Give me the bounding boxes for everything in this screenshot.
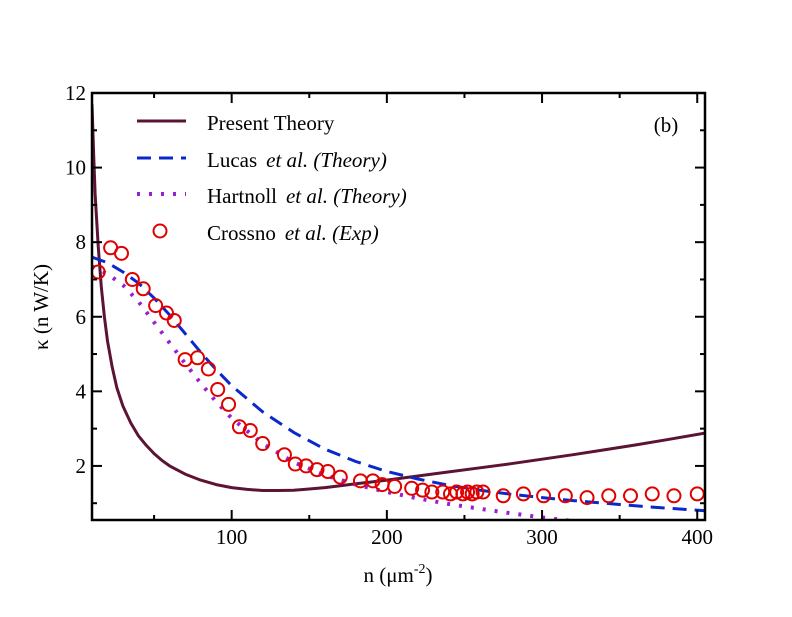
series-layer xyxy=(92,104,705,520)
data-point-crossno-et-al-exp xyxy=(148,298,164,314)
data-point-crossno-et-al-exp xyxy=(475,484,491,500)
data-point-crossno-et-al-exp xyxy=(332,469,348,485)
ticks-layer: 100 200 300 400 2 4 6 8 10 12 xyxy=(65,81,713,549)
data-point-crossno-et-al-exp xyxy=(579,490,595,506)
data-point-crossno-et-al-exp xyxy=(352,473,368,489)
data-point-crossno-et-al-exp xyxy=(623,488,639,504)
y-tick-label: 12 xyxy=(65,81,86,105)
data-point-crossno-et-al-exp xyxy=(287,456,303,472)
legend-label-italic: et al. (Theory) xyxy=(266,148,387,172)
data-point-crossno-et-al-exp xyxy=(365,473,381,489)
legend-label-main: Hartnoll xyxy=(207,184,277,208)
x-tick-label: 300 xyxy=(526,525,558,549)
series-line-lucas-et-al-theory xyxy=(92,255,705,513)
x-tick-label: 200 xyxy=(371,525,403,549)
data-point-crossno-et-al-exp xyxy=(242,422,258,438)
x-tick-label: 400 xyxy=(681,525,713,549)
data-point-crossno-et-al-exp xyxy=(557,488,573,504)
data-point-crossno-et-al-exp xyxy=(255,436,271,452)
legend-label-italic: et al. (Exp) xyxy=(285,221,379,245)
y-axis-title-rest: (n W/K) xyxy=(29,264,53,339)
data-point-crossno-et-al-exp xyxy=(221,396,237,412)
data-point-crossno-et-al-exp xyxy=(190,350,206,366)
data-point-crossno-et-al-exp xyxy=(601,488,617,504)
y-tick-label: 4 xyxy=(76,379,87,403)
data-point-crossno-et-al-exp xyxy=(309,462,325,478)
legend-label-main: Lucas xyxy=(207,148,257,172)
data-point-crossno-et-al-exp xyxy=(495,488,511,504)
data-point-crossno-et-al-exp xyxy=(449,484,465,500)
x-axis-title-mu: μ xyxy=(386,563,397,587)
data-point-crossno-et-al-exp xyxy=(166,312,182,328)
data-point-crossno-et-al-exp xyxy=(644,486,660,502)
data-point-crossno-et-al-exp xyxy=(387,478,403,494)
x-axis-title-main: n ( xyxy=(363,563,386,587)
panel-label: (b) xyxy=(654,113,679,137)
plot-frame xyxy=(90,91,707,522)
legend-label-italic: et al. (Theory) xyxy=(286,184,407,208)
data-point-crossno-et-al-exp xyxy=(92,264,106,280)
data-point-crossno-et-al-exp xyxy=(404,480,420,496)
y-tick-label: 10 xyxy=(65,156,86,180)
data-point-crossno-et-al-exp xyxy=(689,486,705,502)
y-tick-label: 6 xyxy=(76,305,87,329)
legend-label-main: Crossno xyxy=(207,221,276,245)
data-point-crossno-et-al-exp xyxy=(210,381,226,397)
legend-label-main: Present Theory xyxy=(207,111,335,135)
x-axis-title-close: ) xyxy=(426,563,433,587)
data-point-crossno-et-al-exp xyxy=(536,488,552,504)
data-point-crossno-et-al-exp xyxy=(135,281,151,297)
y-tick-label: 2 xyxy=(76,454,87,478)
legend-marker xyxy=(152,223,168,239)
y-axis-title-kappa: κ xyxy=(29,339,53,350)
legend-label: Lucas et al. (Theory) xyxy=(207,148,387,172)
series-line-present-theory xyxy=(92,104,705,492)
x-axis-title-exponent: -2 xyxy=(414,562,426,577)
data-point-crossno-et-al-exp xyxy=(666,488,682,504)
data-point-crossno-et-al-exp xyxy=(424,484,440,500)
data-point-crossno-et-al-exp xyxy=(415,482,431,498)
data-point-crossno-et-al-exp xyxy=(276,447,292,463)
data-point-crossno-et-al-exp xyxy=(177,352,193,368)
x-axis-title-unit: m xyxy=(398,563,414,587)
data-point-crossno-et-al-exp xyxy=(469,484,485,500)
data-point-crossno-et-al-exp xyxy=(515,486,531,502)
y-axis-title: κ (n W/K) xyxy=(29,264,53,350)
data-point-crossno-et-al-exp xyxy=(200,361,216,377)
legend-label: Crossno et al. (Exp) xyxy=(207,221,379,245)
legend-label: Present Theory xyxy=(207,111,335,135)
x-axis-title: n (μm-2) xyxy=(363,562,432,587)
x-tick-label: 100 xyxy=(216,525,248,549)
y-tick-label: 8 xyxy=(76,230,87,254)
legend-label: Hartnoll et al. (Theory) xyxy=(207,184,407,208)
data-point-crossno-et-al-exp xyxy=(320,464,336,480)
data-point-crossno-et-al-exp xyxy=(124,271,140,287)
series-line-hartnoll-et-al-theory xyxy=(92,264,582,520)
data-point-crossno-et-al-exp xyxy=(158,305,174,321)
data-point-crossno-et-al-exp xyxy=(113,245,129,261)
